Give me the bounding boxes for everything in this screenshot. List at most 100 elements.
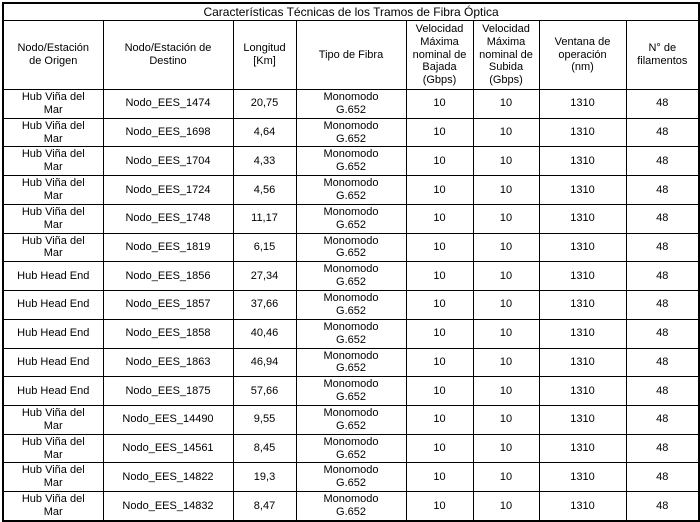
cell-down-gbps: 10 [405, 433, 474, 464]
cell-down-gbps: 10 [405, 89, 474, 119]
table-row: Hub Head End Nodo_EES_1858 40,46 Monomodo G… [2, 318, 700, 349]
cell-filaments: 48 [625, 261, 700, 292]
cell-down-gbps: 10 [405, 261, 474, 292]
cell-destination: Nodo_EES_1698 [102, 117, 234, 148]
cell-fiber-type: Monomodo G.652 [295, 404, 407, 435]
cell-destination: Nodo_EES_1724 [102, 175, 234, 205]
cell-length-km: 11,17 [232, 203, 297, 234]
cell-length-km: 27,34 [232, 261, 297, 292]
cell-window-nm: 1310 [538, 261, 627, 292]
cell-fiber-type: Monomodo G.652 [295, 175, 407, 205]
column-header-fiber-type: Tipo de Fibra [295, 20, 407, 91]
cell-filaments: 48 [625, 376, 700, 406]
cell-fiber-type: Monomodo G.652 [295, 203, 407, 234]
cell-origin: Hub Viña del Mar [2, 491, 104, 522]
cell-fiber-type: Monomodo G.652 [295, 462, 407, 493]
column-header-down-speed: Velocidad Máxima nominal de Bajada (Gbps… [405, 20, 474, 91]
cell-window-nm: 1310 [538, 203, 627, 234]
table-row: Hub Head End Nodo_EES_1856 27,34 Monomodo G… [2, 261, 700, 292]
cell-fiber-type: Monomodo G.652 [295, 232, 407, 263]
cell-window-nm: 1310 [538, 146, 627, 177]
cell-length-km: 19,3 [232, 462, 297, 493]
cell-up-gbps: 10 [472, 376, 540, 406]
cell-fiber-type: Monomodo G.652 [295, 347, 407, 378]
cell-origin: Hub Viña del Mar [2, 175, 104, 205]
cell-up-gbps: 10 [472, 89, 540, 119]
cell-length-km: 4,56 [232, 175, 297, 205]
cell-origin: Hub Head End [2, 290, 104, 320]
cell-up-gbps: 10 [472, 290, 540, 320]
cell-length-km: 20,75 [232, 89, 297, 119]
cell-origin: Hub Head End [2, 376, 104, 406]
cell-down-gbps: 10 [405, 146, 474, 177]
cell-destination: Nodo_EES_14490 [102, 404, 234, 435]
cell-down-gbps: 10 [405, 318, 474, 349]
cell-window-nm: 1310 [538, 404, 627, 435]
cell-origin: Hub Viña del Mar [2, 203, 104, 234]
table-row: Hub Viña del Mar Nodo_EES_14832 8,47 Monomo… [2, 491, 700, 522]
cell-up-gbps: 10 [472, 146, 540, 177]
table-title-row: Características Técnicas de los Tramos d… [2, 2, 700, 22]
cell-origin: Hub Viña del Mar [2, 404, 104, 435]
cell-length-km: 4,64 [232, 117, 297, 148]
column-header-window: Ventana de operación (nm) [538, 20, 627, 91]
cell-window-nm: 1310 [538, 232, 627, 263]
table-row: Hub Head End Nodo_EES_1857 37,66 Monomodo G… [2, 290, 700, 320]
cell-fiber-type: Monomodo G.652 [295, 491, 407, 522]
table-row: Hub Viña del Mar Nodo_EES_1698 4,64 Monomod… [2, 117, 700, 148]
cell-up-gbps: 10 [472, 203, 540, 234]
table-title: Características Técnicas de los Tramos d… [2, 2, 700, 22]
cell-destination: Nodo_EES_1863 [102, 347, 234, 378]
cell-origin: Hub Head End [2, 347, 104, 378]
cell-up-gbps: 10 [472, 318, 540, 349]
cell-destination: Nodo_EES_1875 [102, 376, 234, 406]
table-row: Hub Head End Nodo_EES_1863 46,94 Monomodo G… [2, 347, 700, 378]
cell-origin: Hub Viña del Mar [2, 117, 104, 148]
cell-length-km: 9,55 [232, 404, 297, 435]
table-row: Hub Viña del Mar Nodo_EES_1724 4,56 Monomod… [2, 175, 700, 205]
cell-origin: Hub Head End [2, 318, 104, 349]
cell-window-nm: 1310 [538, 318, 627, 349]
cell-filaments: 48 [625, 175, 700, 205]
cell-fiber-type: Monomodo G.652 [295, 376, 407, 406]
cell-length-km: 40,46 [232, 318, 297, 349]
table-header-row: Nodo/Estación de Origen Nodo/Estación de… [2, 20, 700, 91]
cell-destination: Nodo_EES_1819 [102, 232, 234, 263]
cell-filaments: 48 [625, 203, 700, 234]
cell-filaments: 48 [625, 318, 700, 349]
cell-length-km: 57,66 [232, 376, 297, 406]
cell-destination: Nodo_EES_1857 [102, 290, 234, 320]
table-row: Hub Viña del Mar Nodo_EES_1748 11,17 Monomo… [2, 203, 700, 234]
table-row: Hub Head End Nodo_EES_1875 57,66 Monomodo G… [2, 376, 700, 406]
table-row: Hub Viña del Mar Nodo_EES_1819 6,15 Monomod… [2, 232, 700, 263]
cell-up-gbps: 10 [472, 491, 540, 522]
cell-down-gbps: 10 [405, 462, 474, 493]
cell-origin: Hub Viña del Mar [2, 433, 104, 464]
cell-window-nm: 1310 [538, 491, 627, 522]
cell-up-gbps: 10 [472, 404, 540, 435]
cell-origin: Hub Viña del Mar [2, 146, 104, 177]
cell-down-gbps: 10 [405, 117, 474, 148]
cell-destination: Nodo_EES_1748 [102, 203, 234, 234]
cell-length-km: 8,47 [232, 491, 297, 522]
cell-down-gbps: 10 [405, 404, 474, 435]
cell-length-km: 4,33 [232, 146, 297, 177]
cell-window-nm: 1310 [538, 433, 627, 464]
cell-destination: Nodo_EES_1858 [102, 318, 234, 349]
cell-destination: Nodo_EES_1704 [102, 146, 234, 177]
cell-fiber-type: Monomodo G.652 [295, 146, 407, 177]
cell-filaments: 48 [625, 491, 700, 522]
cell-origin: Hub Head End [2, 261, 104, 292]
cell-down-gbps: 10 [405, 347, 474, 378]
cell-filaments: 48 [625, 404, 700, 435]
table-row: Hub Viña del Mar Nodo_EES_14490 9,55 Monomo… [2, 404, 700, 435]
cell-destination: Nodo_EES_14822 [102, 462, 234, 493]
cell-length-km: 46,94 [232, 347, 297, 378]
cell-length-km: 37,66 [232, 290, 297, 320]
column-header-origin: Nodo/Estación de Origen [2, 20, 104, 91]
cell-down-gbps: 10 [405, 232, 474, 263]
table-row: Hub Viña del Mar Nodo_EES_1704 4,33 Monomod… [2, 146, 700, 177]
cell-filaments: 48 [625, 433, 700, 464]
cell-filaments: 48 [625, 89, 700, 119]
